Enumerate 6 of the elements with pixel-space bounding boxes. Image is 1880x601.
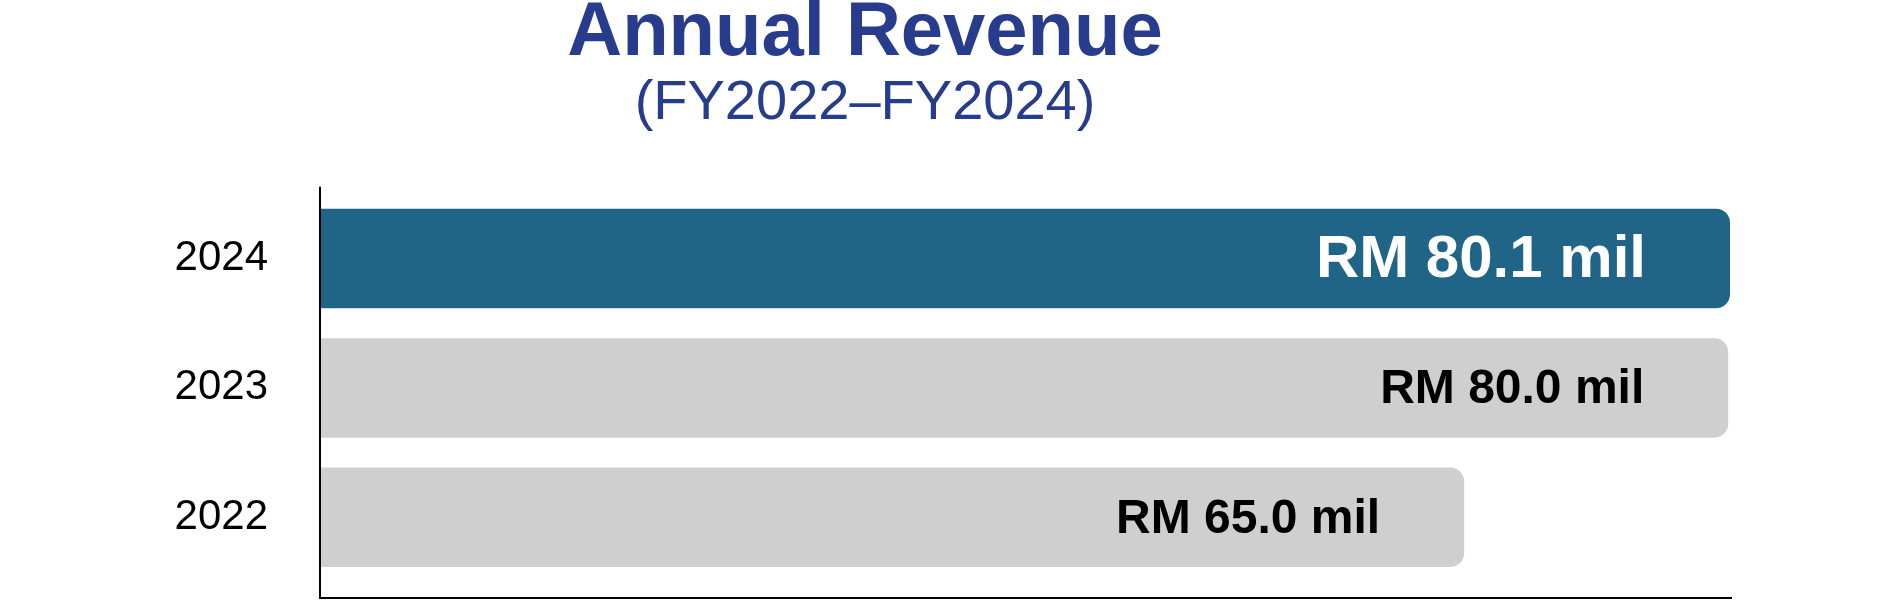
data-label: RM 80.1 mil — [1315, 223, 1646, 291]
y-tick-label: 2022 — [174, 490, 268, 538]
data-label: RM 65.0 mil — [1116, 489, 1381, 543]
y-tick-label: 2023 — [174, 361, 268, 409]
y-tick-label: 2024 — [174, 232, 268, 280]
data-label: RM 80.0 mil — [1380, 360, 1645, 414]
